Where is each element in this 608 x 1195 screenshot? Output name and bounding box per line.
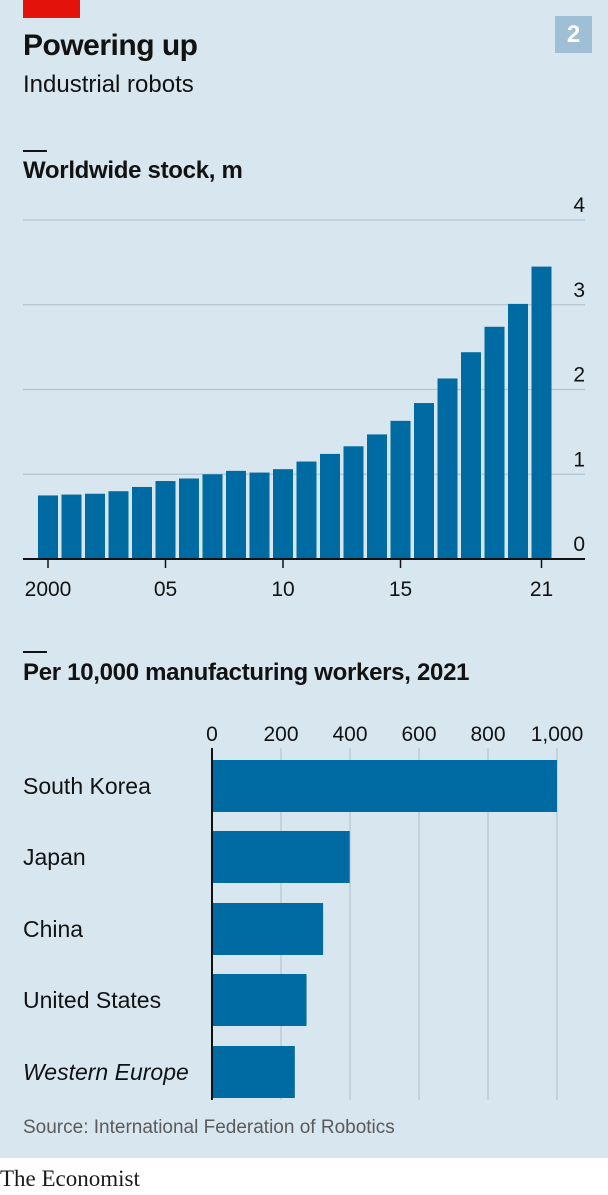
stock-bar xyxy=(108,491,129,559)
density-x-tick-label: 200 xyxy=(263,723,298,746)
chart-number-badge: 2 xyxy=(555,16,592,53)
density-category-label: Japan xyxy=(23,844,86,870)
stock-bar xyxy=(461,352,481,559)
source-note: Source: International Federation of Robo… xyxy=(23,1117,395,1138)
stock-bar xyxy=(531,266,552,559)
density-x-tick-label: 400 xyxy=(332,723,367,746)
stock-bar xyxy=(249,472,270,559)
stock-bar xyxy=(179,478,199,559)
density-bar xyxy=(212,831,350,883)
density-bar xyxy=(212,903,324,955)
stock-bar xyxy=(367,434,387,559)
stock-bar xyxy=(484,326,505,559)
stock-bar xyxy=(273,469,293,559)
stock-bar xyxy=(296,461,317,559)
stock-bar xyxy=(202,474,223,559)
stock-bar xyxy=(508,303,528,559)
stock-x-tick-label: 05 xyxy=(154,578,177,601)
density-x-tick-label: 1,000 xyxy=(531,723,584,746)
density-x-tick-label: 0 xyxy=(206,723,218,746)
stock-bar xyxy=(320,453,340,559)
chart-panel: 2 Powering up Industrial robots Worldwid… xyxy=(0,0,608,1158)
density-x-tick-label: 600 xyxy=(401,723,436,746)
density-chart-title: Per 10,000 manufacturing workers, 2021 xyxy=(23,659,470,686)
chart-title: Powering up xyxy=(23,29,198,62)
stock-y-tick-label: 0 xyxy=(573,533,585,556)
density-category-label: Western Europe xyxy=(23,1059,189,1085)
stock-bar xyxy=(132,486,152,559)
red-tag xyxy=(23,0,80,18)
worldwide-stock-chart: 0 1 2 3 4 2000 05 10 15 21 xyxy=(23,194,585,601)
stock-bar xyxy=(390,420,411,559)
stock-bar xyxy=(414,403,434,559)
robot-density-chart: 0 200 400 600 800 1,000 South Korea Japan China U… xyxy=(23,723,584,1100)
stock-x-tick-label: 2000 xyxy=(25,578,72,601)
stock-bar xyxy=(61,494,82,559)
stock-bar xyxy=(155,481,176,559)
density-category-label: China xyxy=(23,916,83,942)
chart-subtitle: Industrial robots xyxy=(23,71,194,98)
stock-x-tick-label: 10 xyxy=(271,578,294,601)
stock-y-tick-label: 4 xyxy=(573,194,585,217)
density-x-tick-label: 800 xyxy=(470,723,505,746)
density-category-label: South Korea xyxy=(23,773,151,799)
economist-logo: The Economist xyxy=(0,1166,140,1191)
section-rule xyxy=(23,651,47,653)
stock-y-tick-label: 2 xyxy=(573,364,585,387)
stock-bar xyxy=(38,495,58,559)
density-bar xyxy=(212,1046,295,1098)
stock-bar xyxy=(226,470,246,559)
stock-bar xyxy=(343,446,364,559)
stock-x-tick-label: 15 xyxy=(389,578,412,601)
density-bar xyxy=(212,760,557,812)
stock-y-tick-label: 1 xyxy=(573,448,585,471)
section-rule xyxy=(23,150,47,152)
stock-bar xyxy=(85,493,105,559)
density-bar xyxy=(212,974,307,1026)
stock-bar xyxy=(437,378,458,559)
density-category-label: United States xyxy=(23,987,161,1013)
stock-chart-title: Worldwide stock, m xyxy=(23,157,243,184)
stock-x-tick-label: 21 xyxy=(530,578,553,601)
stock-y-tick-label: 3 xyxy=(573,279,585,302)
